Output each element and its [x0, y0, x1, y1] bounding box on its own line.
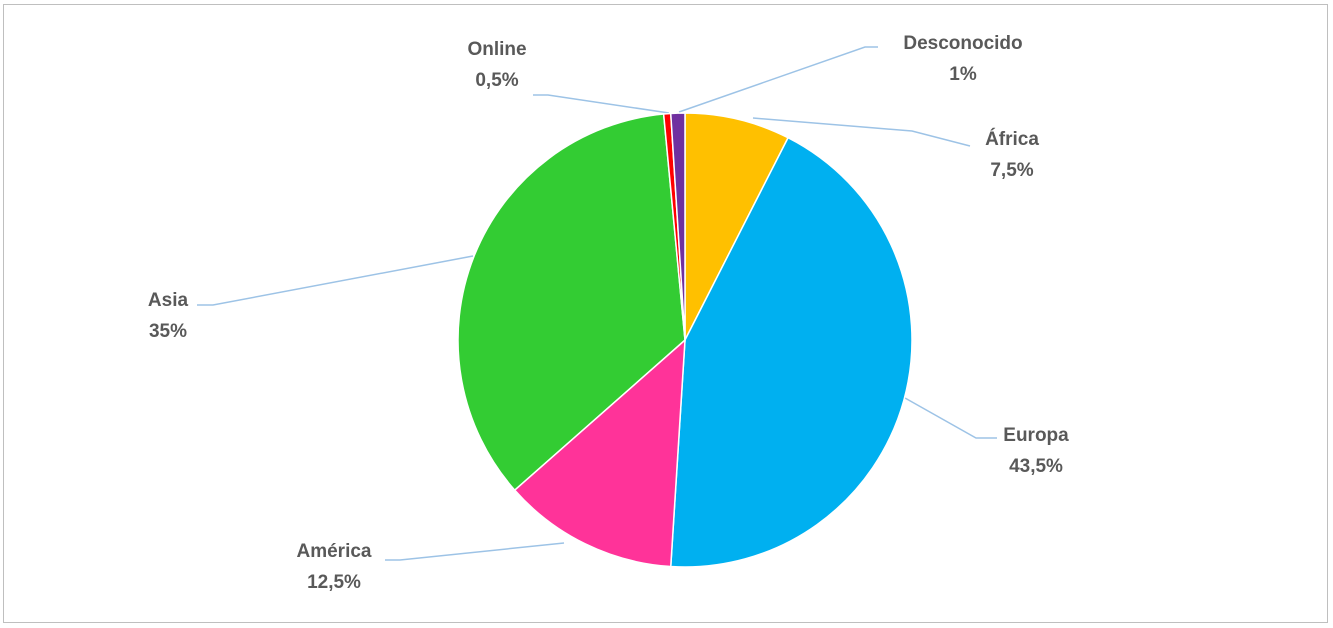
leader-line-asia	[197, 255, 474, 306]
pie-slice-europa	[669, 136, 913, 568]
data-label-online: Online 0,5%	[417, 34, 577, 96]
leader-line-online	[533, 94, 670, 114]
data-label-name: Desconocido	[903, 33, 1023, 54]
data-label-name: América	[296, 541, 372, 562]
pie-slice-desconocido	[669, 112, 686, 341]
pie-slice-africa	[684, 112, 790, 341]
data-label-name: Online	[467, 39, 527, 60]
data-label-name: África	[985, 129, 1039, 150]
data-label-value: 7,5%	[990, 160, 1034, 181]
leader-line-europa	[904, 397, 997, 439]
data-label-value: 35%	[148, 321, 188, 342]
data-label-asia: Asia 35%	[88, 285, 248, 347]
data-label-name: Europa	[1003, 425, 1069, 446]
data-label-america: América 12,5%	[254, 536, 414, 598]
pie-slice-asia	[457, 113, 686, 492]
data-label-value: 0,5%	[475, 70, 519, 91]
data-label-name: Asia	[147, 290, 189, 311]
pie-slice-america	[513, 338, 686, 568]
leader-line-america	[385, 542, 565, 561]
data-label-africa: África 7,5%	[932, 124, 1092, 186]
data-label-europa: Europa 43,5%	[956, 420, 1116, 482]
data-label-desconocido: Desconocido 1%	[883, 28, 1043, 90]
data-label-value: 1%	[949, 64, 977, 85]
data-label-value: 43,5%	[1009, 456, 1063, 477]
leader-line-africa	[752, 117, 971, 147]
leader-line-desconocido	[678, 46, 878, 113]
data-label-value: 12,5%	[307, 572, 361, 593]
